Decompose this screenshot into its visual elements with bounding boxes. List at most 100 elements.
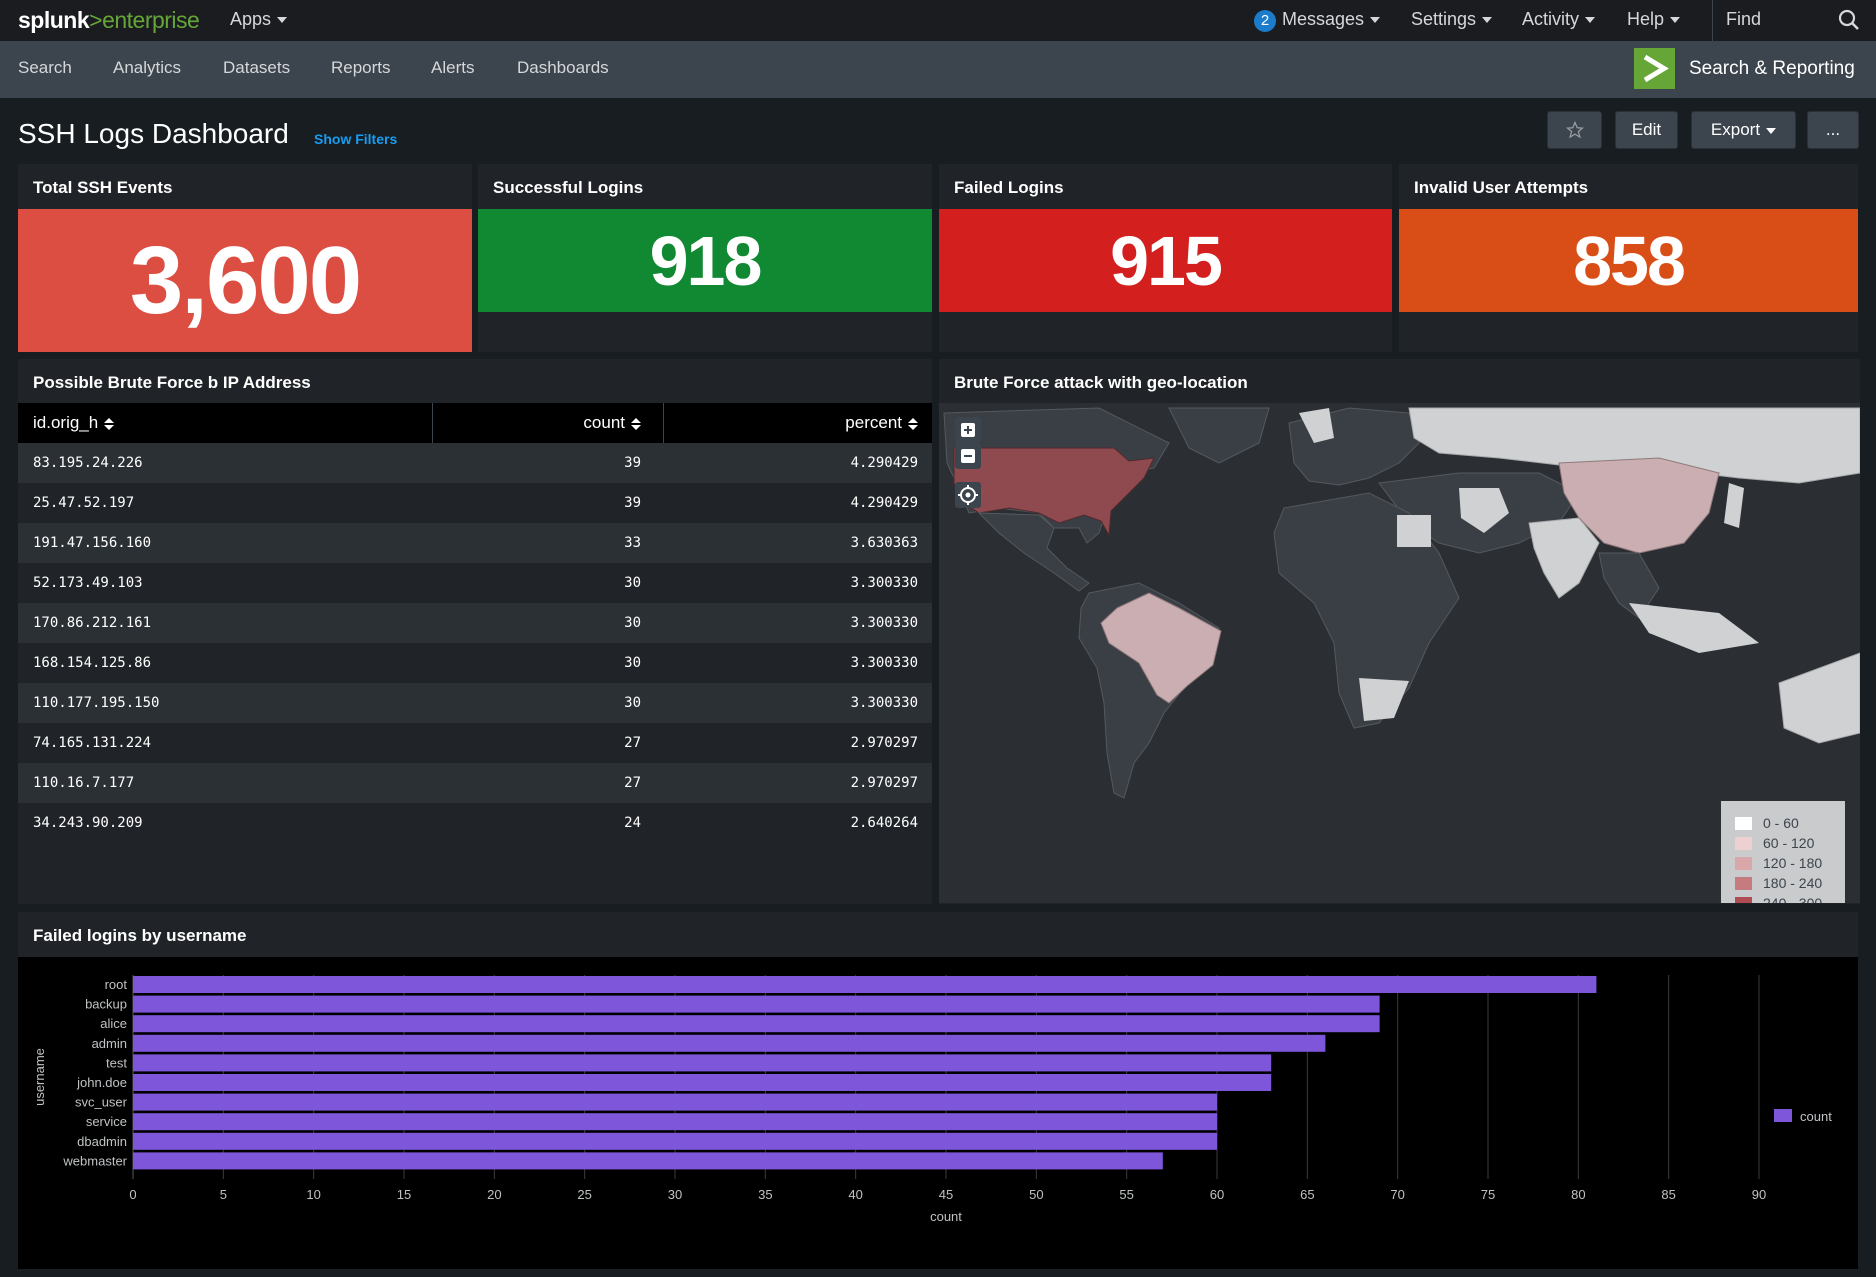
legend-swatch xyxy=(1735,897,1752,903)
find-input[interactable]: Find xyxy=(1712,0,1876,41)
column-header-count[interactable]: count xyxy=(583,403,641,443)
nav-search[interactable]: Search xyxy=(18,58,72,77)
messages-menu[interactable]: 2 Messages xyxy=(1254,9,1381,32)
x-tick-label: 60 xyxy=(1210,1187,1224,1202)
cell-percent: 4.290429 xyxy=(850,455,918,471)
reset-view-button[interactable] xyxy=(955,482,981,508)
bar-chart[interactable]: 0 5 10 15 20 25 30 35 40 45 50 55 60 65 70 75 80 85 90 root… xyxy=(18,957,1858,1269)
logo-product: enterprise xyxy=(102,7,200,33)
map-region-scandinavia[interactable] xyxy=(1299,408,1334,443)
search-icon[interactable] xyxy=(1838,9,1860,31)
splunk-logo[interactable]: splunk>enterprise xyxy=(18,7,200,34)
table-row[interactable]: 25.47.52.197 39 4.290429 xyxy=(18,483,932,523)
legend-label: 240 - 300 xyxy=(1763,895,1823,903)
nav-datasets[interactable]: Datasets xyxy=(223,58,291,77)
bar[interactable] xyxy=(133,1015,1380,1033)
y-tick-label: dbadmin xyxy=(77,1134,127,1149)
y-tick-label: root xyxy=(105,977,128,992)
single-value[interactable]: 915 xyxy=(939,209,1392,312)
legend-label: 120 - 180 xyxy=(1763,855,1823,871)
bar[interactable] xyxy=(133,976,1597,993)
map-region-india[interactable] xyxy=(1528,517,1600,599)
cell-count: 30 xyxy=(624,655,641,671)
single-value[interactable]: 918 xyxy=(478,209,932,312)
choropleth-map[interactable]: 0 - 60 60 - 120 120 - 180 180 - 240 240 - 30… xyxy=(939,403,1860,903)
help-menu[interactable]: Help xyxy=(1627,9,1681,30)
map-region-south-africa[interactable] xyxy=(1359,678,1409,721)
legend-item: 240 - 300 xyxy=(1735,893,1831,903)
map-region-china[interactable] xyxy=(1558,457,1720,554)
map-region-brazil[interactable] xyxy=(1100,592,1222,704)
column-divider xyxy=(432,403,433,443)
map-region-japan[interactable] xyxy=(1724,483,1744,528)
bar[interactable] xyxy=(133,1093,1217,1111)
apps-menu[interactable]: Apps xyxy=(230,9,288,30)
cell-percent: 2.640264 xyxy=(850,815,918,831)
panel-title: Successful Logins xyxy=(493,178,644,197)
cell-ip: 25.47.52.197 xyxy=(33,495,135,511)
show-filters-link[interactable]: Show Filters xyxy=(314,131,398,147)
cell-count: 30 xyxy=(624,575,641,591)
bar[interactable] xyxy=(133,1113,1217,1131)
map-region-egypt[interactable] xyxy=(1397,515,1431,547)
cell-percent: 4.290429 xyxy=(850,495,918,511)
single-value[interactable]: 3,600 xyxy=(18,209,472,352)
messages-label: Messages xyxy=(1282,9,1365,29)
column-header-ip[interactable]: id.orig_h xyxy=(33,403,115,443)
favorite-button[interactable] xyxy=(1547,111,1602,149)
map-region-usa[interactable] xyxy=(953,447,1155,537)
map-region-greenland[interactable] xyxy=(1168,407,1270,464)
edit-button[interactable]: Edit xyxy=(1615,111,1678,149)
map-region-mexico[interactable] xyxy=(977,512,1090,592)
map-region-indonesia[interactable] xyxy=(1629,603,1759,653)
zoom-in-button[interactable] xyxy=(955,417,981,443)
bar[interactable] xyxy=(133,1054,1272,1072)
x-tick-label: 5 xyxy=(220,1187,227,1202)
y-tick-label: john.doe xyxy=(76,1075,127,1090)
y-axis-title: username xyxy=(32,1048,47,1106)
table-row[interactable]: 110.177.195.150 30 3.300330 xyxy=(18,683,932,723)
single-value[interactable]: 858 xyxy=(1399,209,1858,312)
x-tick-label: 50 xyxy=(1029,1187,1043,1202)
table-row[interactable]: 170.86.212.161 30 3.300330 xyxy=(18,603,932,643)
nav-alerts[interactable]: Alerts xyxy=(431,58,475,77)
nav-dashboards[interactable]: Dashboards xyxy=(517,58,609,77)
export-button[interactable]: Export xyxy=(1691,111,1796,149)
more-actions-button[interactable]: ... xyxy=(1807,111,1859,149)
zoom-out-button[interactable] xyxy=(955,443,981,469)
app-name[interactable]: Search & Reporting xyxy=(1689,58,1855,79)
x-tick-label: 30 xyxy=(668,1187,682,1202)
bar[interactable] xyxy=(133,1034,1326,1052)
activity-label: Activity xyxy=(1522,9,1580,29)
nav-reports[interactable]: Reports xyxy=(331,58,391,77)
table-row[interactable]: 168.154.125.86 30 3.300330 xyxy=(18,643,932,683)
nav-analytics[interactable]: Analytics xyxy=(113,58,182,77)
table-row[interactable]: 191.47.156.160 33 3.630363 xyxy=(18,523,932,563)
table-row[interactable]: 74.165.131.224 27 2.970297 xyxy=(18,723,932,763)
map-region-iran[interactable] xyxy=(1459,488,1509,533)
x-tick-label: 20 xyxy=(487,1187,501,1202)
total-ssh-events-panel: Total SSH Events 3,600 xyxy=(18,164,472,352)
table-row[interactable]: 83.195.24.226 39 4.290429 xyxy=(18,443,932,483)
panel-title: Possible Brute Force b IP Address xyxy=(33,373,311,392)
cell-percent: 2.970297 xyxy=(850,735,918,751)
settings-menu[interactable]: Settings xyxy=(1411,9,1493,30)
table-row[interactable]: 52.173.49.103 30 3.300330 xyxy=(18,563,932,603)
export-label: Export xyxy=(1710,120,1761,139)
cell-ip: 83.195.24.226 xyxy=(33,455,143,471)
failed-logins-by-username-panel: Failed logins by username 0 5 10 15 20 25 30 35… xyxy=(18,912,1858,1269)
legend-label: 0 - 60 xyxy=(1763,815,1799,831)
bar[interactable] xyxy=(133,1074,1272,1091)
legend-label: count xyxy=(1800,1109,1832,1124)
cell-ip: 110.16.7.177 xyxy=(33,775,135,791)
bar[interactable] xyxy=(133,995,1380,1013)
settings-label: Settings xyxy=(1411,9,1477,29)
column-header-percent[interactable]: percent xyxy=(845,403,918,443)
table-row[interactable]: 110.16.7.177 27 2.970297 xyxy=(18,763,932,803)
table-row[interactable]: 34.243.90.209 24 2.640264 xyxy=(18,803,932,843)
legend-swatch xyxy=(1735,837,1752,850)
bar[interactable] xyxy=(133,1152,1163,1170)
activity-menu[interactable]: Activity xyxy=(1522,9,1596,30)
map-region-australia[interactable] xyxy=(1778,652,1860,744)
bar[interactable] xyxy=(133,1132,1217,1150)
